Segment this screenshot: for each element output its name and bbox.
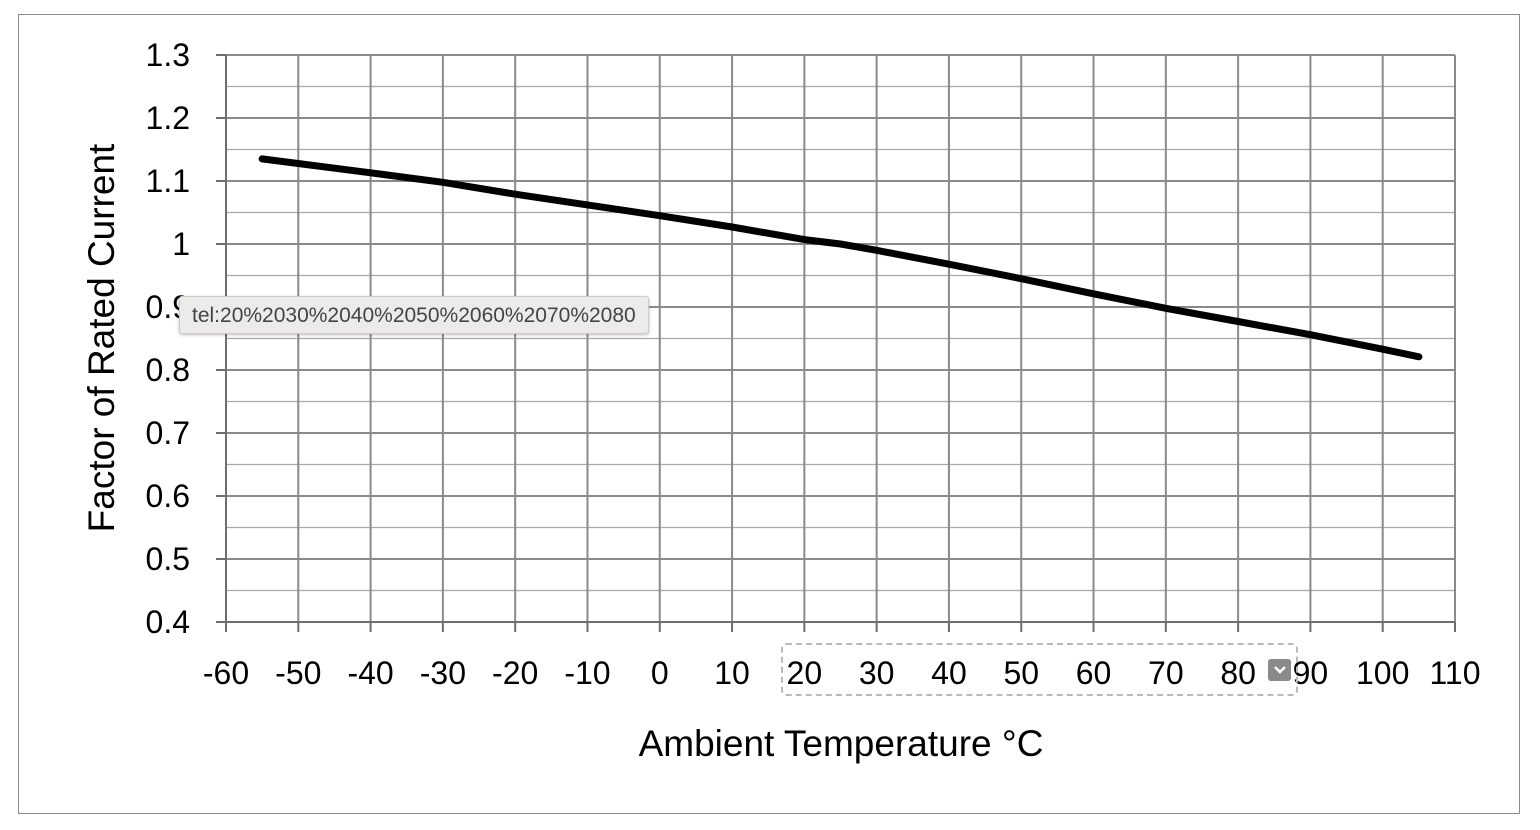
x-tick-label: 60	[1076, 655, 1112, 691]
chevron-down-icon	[1273, 666, 1286, 674]
x-tick-label: -10	[564, 655, 610, 691]
x-tick-label: -50	[275, 655, 321, 691]
x-axis-title: Ambient Temperature °C	[639, 723, 1044, 764]
x-tick-label: 40	[931, 655, 967, 691]
y-tick-label: 0.7	[146, 415, 190, 451]
series-lines	[258, 155, 1423, 361]
x-tick-label: 80	[1220, 655, 1256, 691]
y-tick-label: 0.4	[146, 604, 190, 640]
data-detector-selection[interactable]	[781, 643, 1298, 696]
x-tick-label: 50	[1003, 655, 1039, 691]
series-line	[258, 155, 1423, 361]
x-tick-label: 110	[1429, 655, 1480, 691]
y-tick-label: 1.2	[146, 100, 190, 136]
x-tick-label: -60	[203, 655, 249, 691]
y-tick-label: 1	[172, 226, 190, 262]
x-tick-label: 0	[651, 655, 669, 691]
y-tick-labels: 0.40.50.60.70.80.911.11.21.3	[146, 37, 190, 640]
x-tick-label: 20	[787, 655, 823, 691]
grid	[225, 54, 1456, 623]
data-detector-menu-button[interactable]	[1268, 659, 1291, 681]
y-tick-label: 1.3	[146, 37, 190, 73]
x-tick-label: -20	[492, 655, 538, 691]
x-tick-labels: -60 -50 -40 -30 -20 -10 0 10 20 30 40 50 60 70 80 90 100…	[203, 655, 1481, 691]
y-tick-label: 0.5	[146, 541, 190, 577]
axes	[216, 54, 1456, 632]
x-tick-label: 90	[1293, 655, 1329, 691]
x-tick-label: 10	[714, 655, 750, 691]
x-tick-label: 100	[1356, 655, 1409, 691]
x-tick-label: -30	[420, 655, 466, 691]
chart-frame	[18, 14, 1520, 814]
y-tick-label: 0.8	[146, 352, 190, 388]
y-tick-label: 1.1	[146, 163, 190, 199]
x-tick-label: 70	[1148, 655, 1184, 691]
y-tick-label: 0.6	[146, 478, 190, 514]
link-tooltip: tel:20%2030%2040%2050%2060%2070%2080	[179, 296, 649, 334]
y-axis-title: Factor of Rated Current	[81, 143, 122, 532]
x-tick-label: -40	[347, 655, 393, 691]
x-tick-label: 30	[859, 655, 895, 691]
